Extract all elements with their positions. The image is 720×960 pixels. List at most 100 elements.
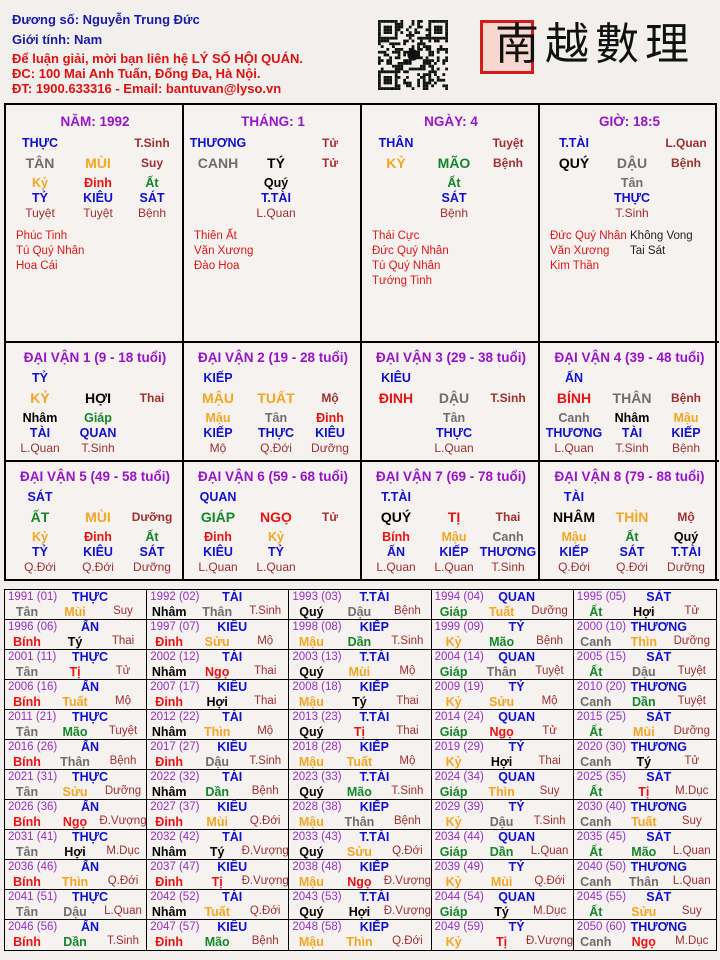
hidden-ten-god: KIẾP <box>203 426 233 440</box>
year-stem: Nhâm <box>151 665 187 679</box>
year-phase: M.Dục <box>675 785 709 797</box>
year-phase: Tử <box>542 725 557 737</box>
year-branch: Mão <box>489 635 515 649</box>
year-label: 1997 (07) <box>150 621 200 633</box>
year-phase: Tử <box>684 605 700 617</box>
year-ten-god: ẤN <box>80 680 100 694</box>
hidden-stem: Mậu <box>561 530 587 544</box>
year-cell: 2026 (36) ẤN Bính Ngọ Đ.Vượng <box>5 800 148 830</box>
year-stem: Ất <box>589 605 603 619</box>
year-label: 2012 (22) <box>150 711 200 723</box>
year-ten-god: THỰC <box>71 590 109 604</box>
hidden-stem: Nhâm <box>22 411 58 425</box>
earthly-branch: TỊ <box>447 509 461 525</box>
year-cell: 1996 (06) ẤN Bính Tý Thai <box>5 620 148 650</box>
star-name: Tú Quý Nhân <box>16 245 85 257</box>
year-stem: Đinh <box>155 695 184 709</box>
earthly-branch: THÂN <box>612 390 652 406</box>
hidden-ten-god: KIẾP <box>671 426 701 440</box>
year-stem: Giáp <box>439 665 468 679</box>
year-cell: 2041 (51) THỰC Tân Dậu L.Quan <box>5 890 148 920</box>
year-cell: 2012 (22) TÀI Nhâm Thìn Mộ <box>147 710 290 740</box>
ten-god: THỰC <box>21 136 59 150</box>
hidden-stem: Canh <box>558 411 590 425</box>
year-branch: Sửu <box>346 845 372 859</box>
year-branch: Tý <box>209 845 225 859</box>
year-ten-god: ẤN <box>80 620 100 634</box>
year-phase: Dưỡng <box>673 725 710 737</box>
year-phase: Thai <box>396 725 419 737</box>
year-ten-god: SÁT <box>646 770 672 784</box>
year-label: 2038 (48) <box>292 861 342 873</box>
star-name: Tướng Tinh <box>372 275 432 287</box>
year-stem: Canh <box>580 755 612 769</box>
dai-van-cell: ĐẠI VẬN 4 (39 - 48 tuổi) ẤN BÍNH THÂN Bệnh Ca… <box>540 343 719 462</box>
year-stem: Kỷ <box>445 935 462 949</box>
year-cell: 2006 (16) ẤN Bính Tuất Mộ <box>5 680 148 710</box>
year-label: 2045 (55) <box>576 891 627 903</box>
hidden-ten-god: TỶ <box>268 545 284 559</box>
year-label: 1999 (09) <box>434 621 484 633</box>
year-label: 2036 (46) <box>8 861 58 873</box>
year-cell: 2025 (35) SÁT Ất Tị M.Dục <box>573 770 716 800</box>
year-cell: 2039 (49) TỶ Kỷ Mùi Q.Đới <box>431 860 574 890</box>
year-stem: Nhâm <box>151 905 187 919</box>
year-ten-god: TÀI <box>222 650 243 664</box>
year-branch: Dậu <box>631 665 656 679</box>
year-cell: 2030 (40) THƯƠNG Canh Tuất Suy <box>573 800 716 830</box>
year-cell: 2017 (27) KIÊU Đinh Dậu T.Sinh <box>147 740 290 770</box>
hidden-phase: L.Quan <box>434 441 474 455</box>
hidden-ten-god: T.TÀI <box>261 191 291 205</box>
hidden-phase: T.Sinh <box>81 441 115 455</box>
year-cell: 2014 (24) QUAN Giáp Ngọ Tử <box>431 710 574 740</box>
year-stem: Nhâm <box>151 845 187 859</box>
year-branch: Mão <box>631 845 657 859</box>
year-label: 2037 (47) <box>150 861 200 873</box>
hidden-stem: Đinh <box>316 411 344 425</box>
hidden-ten-god: SÁT <box>619 545 645 559</box>
year-branch: Hợi <box>64 845 86 859</box>
year-label: 1995 (05) <box>576 591 627 603</box>
year-ten-god: TỶ <box>508 620 525 634</box>
year-stem: Tân <box>15 845 39 859</box>
year-ten-god: QUAN <box>498 770 535 784</box>
year-phase: Q.Đới <box>249 815 281 827</box>
year-phase: Mộ <box>257 635 274 647</box>
year-cell: 2048 (58) KIẾP Mậu Thìn Q.Đới <box>289 920 432 950</box>
yearly-table: 1991 (01) THỰC Tân Mùi Suy 1992 (02) TÀI Nhâm Th… <box>4 589 717 951</box>
ten-god: KIẾP <box>203 371 233 385</box>
year-stem: Bính <box>13 875 41 889</box>
hidden-ten-god: KIÊU <box>83 191 113 205</box>
year-stem: Canh <box>580 695 612 709</box>
year-label: 2046 (56) <box>8 921 58 933</box>
year-stem: Kỷ <box>445 875 462 889</box>
star-name: Tú Quý Nhân <box>372 260 441 272</box>
year-cell: 2018 (28) KIẾP Mậu Tuất Mộ <box>289 740 432 770</box>
year-stem: Ất <box>589 665 603 679</box>
year-stem: Bính <box>13 755 41 769</box>
hidden-ten-god: QUAN <box>79 426 117 440</box>
gender: Giới tính: Nam <box>12 32 103 47</box>
year-stem: Kỷ <box>445 755 462 769</box>
year-cell: 2021 (31) THỰC Tân Sửu Dưỡng <box>5 770 148 800</box>
year-cell: 2045 (55) SÁT Ất Sửu Suy <box>573 890 716 920</box>
star-name: Kim Thần <box>550 260 600 272</box>
year-stem: Quý <box>299 725 324 739</box>
year-phase: L.Quan <box>104 905 142 917</box>
year-ten-god: THƯƠNG <box>630 740 688 754</box>
ten-god: T.TÀI <box>559 136 589 150</box>
pillar-title: GIỜ: 18:5 <box>598 114 661 129</box>
year-stem: Đinh <box>155 935 184 949</box>
year-stem: Tân <box>15 665 39 679</box>
star-name: Đào Hoa <box>194 260 240 272</box>
year-cell: 2032 (42) TÀI Nhâm Tý Đ.Vượng <box>147 830 290 860</box>
year-ten-god: T.TÀI <box>359 650 390 664</box>
year-ten-god: KIẾP <box>359 800 389 814</box>
year-cell: 2035 (45) SÁT Ất Mão L.Quan <box>573 830 716 860</box>
hidden-stem: Tân <box>620 176 644 190</box>
hidden-phase: Bệnh <box>671 441 701 455</box>
year-branch: Sửu <box>631 905 657 919</box>
earthly-branch: THÌN <box>615 509 649 525</box>
year-cell: 2024 (34) QUAN Giáp Thìn Suy <box>431 770 574 800</box>
year-phase: T.Sinh <box>249 755 282 767</box>
